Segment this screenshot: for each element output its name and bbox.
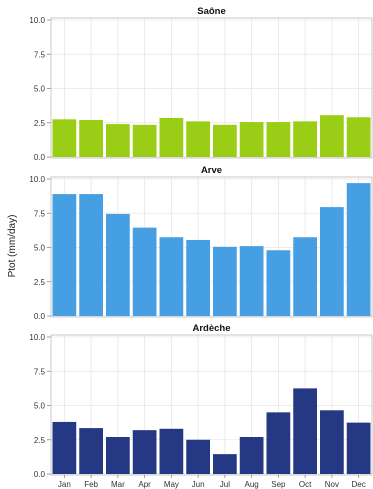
bar-feb bbox=[79, 194, 103, 316]
panel-2: Ardèche 0.0 2.5 5.0 7.5 10.0 bbox=[29, 323, 373, 479]
y-tick-label: 0.0 bbox=[34, 153, 46, 162]
chart-panels: Saône 0.0 2.5 5.0 7.5 10.0 Arve 0.0 2.5 5.0 7.5 10.… bbox=[29, 6, 373, 489]
bar-may bbox=[159, 237, 184, 316]
y-tick-label: 7.5 bbox=[34, 209, 46, 218]
bar-jun bbox=[186, 121, 210, 157]
y-tick-label: 10.0 bbox=[29, 16, 45, 25]
x-tick-label: Feb bbox=[84, 480, 98, 489]
y-tick-label: 0.0 bbox=[34, 312, 46, 321]
x-tick-label: Oct bbox=[299, 480, 312, 489]
panel-0: Saône 0.0 2.5 5.0 7.5 10.0 bbox=[29, 6, 373, 162]
y-tick-label: 5.0 bbox=[34, 85, 46, 94]
x-tick-label: Sep bbox=[271, 480, 286, 489]
bar-dec bbox=[346, 422, 371, 474]
bar-oct bbox=[293, 121, 317, 157]
bar-jan bbox=[52, 119, 77, 157]
bar-jul bbox=[213, 124, 237, 157]
bar-aug bbox=[239, 246, 264, 316]
bar-aug bbox=[239, 122, 264, 157]
y-tick-label: 2.5 bbox=[34, 436, 46, 445]
x-tick-label: Nov bbox=[325, 480, 339, 489]
bar-mar bbox=[106, 437, 130, 474]
x-tick-label: Dec bbox=[352, 480, 366, 489]
y-tick-label: 7.5 bbox=[34, 367, 46, 376]
y-tick-label: 2.5 bbox=[34, 119, 46, 128]
panel-frame bbox=[50, 17, 373, 159]
bar-jun bbox=[186, 439, 210, 474]
y-tick-label: 0.0 bbox=[34, 470, 46, 479]
x-tick-label: Apr bbox=[138, 480, 151, 489]
x-tick-label: Jul bbox=[220, 480, 230, 489]
bar-feb bbox=[79, 428, 103, 474]
bar-feb bbox=[79, 120, 103, 157]
bar-dec bbox=[346, 183, 371, 316]
bar-apr bbox=[132, 430, 157, 474]
y-tick-label: 10.0 bbox=[29, 333, 45, 342]
bar-nov bbox=[320, 410, 344, 474]
y-tick-label: 5.0 bbox=[34, 244, 46, 253]
bar-aug bbox=[239, 437, 264, 474]
bar-nov bbox=[320, 207, 344, 316]
bar-jun bbox=[186, 239, 210, 316]
bar-nov bbox=[320, 115, 344, 157]
bar-may bbox=[159, 117, 184, 157]
bar-jan bbox=[52, 421, 77, 474]
bar-jul bbox=[213, 246, 237, 316]
x-tick-label: Aug bbox=[245, 480, 259, 489]
x-tick-label: Jun bbox=[192, 480, 205, 489]
y-axis-label: Ptot (mm/day) bbox=[7, 215, 18, 278]
bar-sep bbox=[266, 250, 291, 316]
bar-apr bbox=[132, 124, 157, 157]
panel-title: Arve bbox=[201, 165, 222, 176]
bar-oct bbox=[293, 237, 317, 316]
panel-frame bbox=[50, 334, 373, 476]
panel-1: Arve 0.0 2.5 5.0 7.5 10.0 bbox=[29, 165, 373, 321]
y-tick-label: 5.0 bbox=[34, 402, 46, 411]
bar-mar bbox=[106, 213, 130, 316]
y-tick-label: 2.5 bbox=[34, 278, 46, 287]
bar-jan bbox=[52, 194, 77, 316]
bar-sep bbox=[266, 122, 291, 157]
bar-may bbox=[159, 428, 184, 474]
bar-oct bbox=[293, 388, 317, 474]
panel-title: Ardèche bbox=[192, 323, 230, 334]
y-tick-label: 7.5 bbox=[34, 50, 46, 59]
bar-mar bbox=[106, 124, 130, 157]
bar-sep bbox=[266, 412, 291, 474]
x-tick-label: Mar bbox=[111, 480, 125, 489]
x-tick-label: May bbox=[164, 480, 179, 489]
x-tick-label: Jan bbox=[58, 480, 71, 489]
y-tick-label: 10.0 bbox=[29, 175, 45, 184]
bar-dec bbox=[346, 117, 371, 157]
panel-frame bbox=[50, 176, 373, 318]
bar-apr bbox=[132, 227, 157, 316]
panel-title: Saône bbox=[197, 6, 226, 17]
bar-jul bbox=[213, 454, 237, 474]
